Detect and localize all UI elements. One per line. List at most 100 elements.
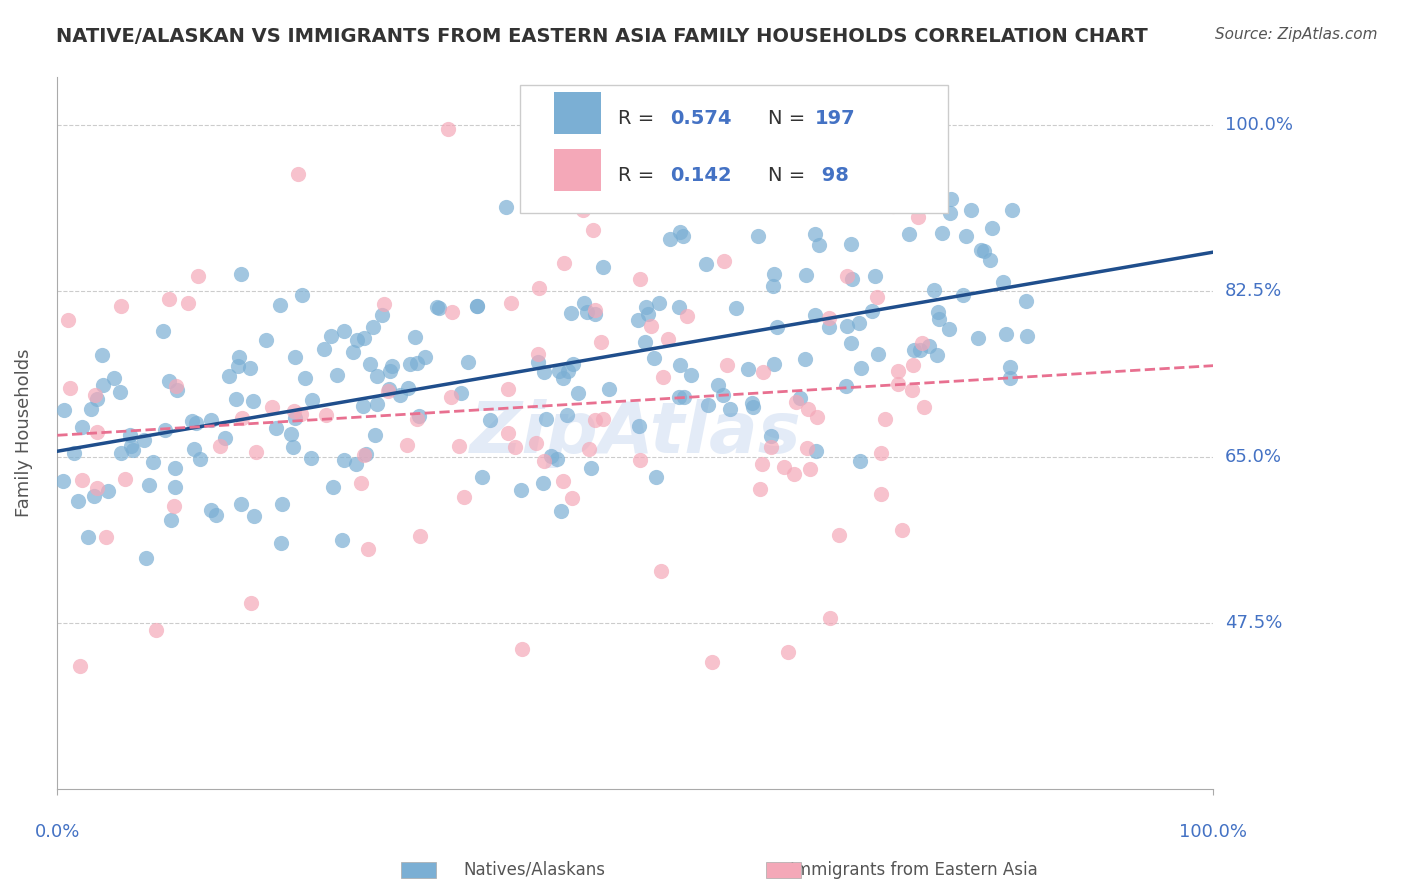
Y-axis label: Family Households: Family Households (15, 349, 32, 517)
Point (749, 482, 772, 496)
Point (281, 440, 304, 454)
Point (315, 409, 337, 423)
Point (591, 334, 613, 349)
Point (354, 447, 377, 461)
Point (765, 319, 787, 334)
Point (797, 402, 820, 417)
Point (918, 339, 941, 353)
Point (353, 331, 375, 345)
Text: 0.142: 0.142 (671, 166, 731, 186)
Point (796, 441, 818, 455)
Point (160, 513, 183, 527)
Point (980, 221, 1002, 235)
Point (1017, 329, 1039, 343)
Point (333, 324, 356, 338)
Text: 0.574: 0.574 (671, 110, 731, 128)
Point (658, 231, 681, 245)
Point (77, 530, 100, 544)
Point (91, 377, 114, 392)
Point (346, 333, 368, 347)
Point (579, 461, 602, 475)
Point (440, 390, 463, 404)
Point (560, 305, 582, 319)
Point (592, 411, 614, 425)
Point (834, 379, 856, 393)
Point (200, 412, 222, 426)
Point (742, 400, 765, 414)
Point (287, 167, 309, 181)
Point (165, 379, 187, 393)
Point (789, 392, 811, 406)
Point (322, 479, 344, 493)
Point (271, 497, 294, 511)
Point (114, 472, 136, 486)
Point (555, 408, 578, 422)
Point (583, 306, 606, 320)
Point (668, 390, 690, 404)
Point (377, 384, 399, 398)
Point (242, 508, 264, 523)
Point (707, 377, 730, 392)
Point (471, 470, 494, 484)
Point (650, 564, 672, 578)
Point (998, 359, 1021, 374)
Point (818, 320, 841, 334)
Point (122, 443, 145, 458)
Point (668, 358, 690, 372)
Point (794, 351, 817, 366)
Point (839, 335, 862, 350)
Point (437, 121, 460, 136)
Point (540, 450, 562, 464)
Point (290, 407, 312, 421)
Point (551, 370, 574, 384)
Point (887, 190, 910, 204)
Text: 65.0%: 65.0% (1225, 448, 1282, 466)
Point (759, 440, 782, 454)
Point (284, 350, 307, 364)
Point (891, 177, 914, 191)
Point (344, 458, 367, 472)
Point (120, 428, 142, 442)
Point (427, 301, 450, 316)
Point (225, 392, 247, 407)
Point (762, 357, 785, 371)
Text: N =: N = (768, 110, 811, 128)
Point (533, 454, 555, 468)
Point (177, 296, 200, 310)
Point (887, 377, 910, 392)
Point (903, 343, 925, 357)
Point (498, 426, 520, 441)
Point (628, 453, 651, 467)
Point (828, 528, 851, 542)
Point (301, 392, 323, 407)
Point (364, 428, 387, 442)
Point (108, 384, 131, 399)
Point (634, 335, 657, 350)
Point (848, 316, 870, 330)
Point (903, 358, 925, 372)
Point (651, 369, 673, 384)
Point (672, 229, 695, 244)
Point (837, 268, 859, 283)
Point (865, 289, 887, 303)
Point (231, 411, 253, 425)
Point (969, 244, 991, 258)
Point (409, 529, 432, 543)
Point (526, 346, 548, 360)
Point (181, 414, 204, 428)
Point (138, 478, 160, 492)
Point (120, 439, 142, 453)
Point (785, 395, 807, 409)
Point (280, 426, 302, 441)
Point (330, 533, 353, 547)
Point (62, 446, 84, 460)
Point (96, 530, 118, 544)
Point (578, 442, 600, 457)
Point (804, 227, 827, 241)
Text: NATIVE/ALASKAN VS IMMIGRANTS FROM EASTERN ASIA FAMILY HOUSEHOLDS CORRELATION CHA: NATIVE/ALASKAN VS IMMIGRANTS FROM EASTER… (56, 27, 1147, 45)
Point (90, 348, 112, 362)
Point (583, 303, 606, 318)
Point (960, 203, 983, 218)
Point (353, 448, 375, 462)
Point (449, 439, 471, 453)
